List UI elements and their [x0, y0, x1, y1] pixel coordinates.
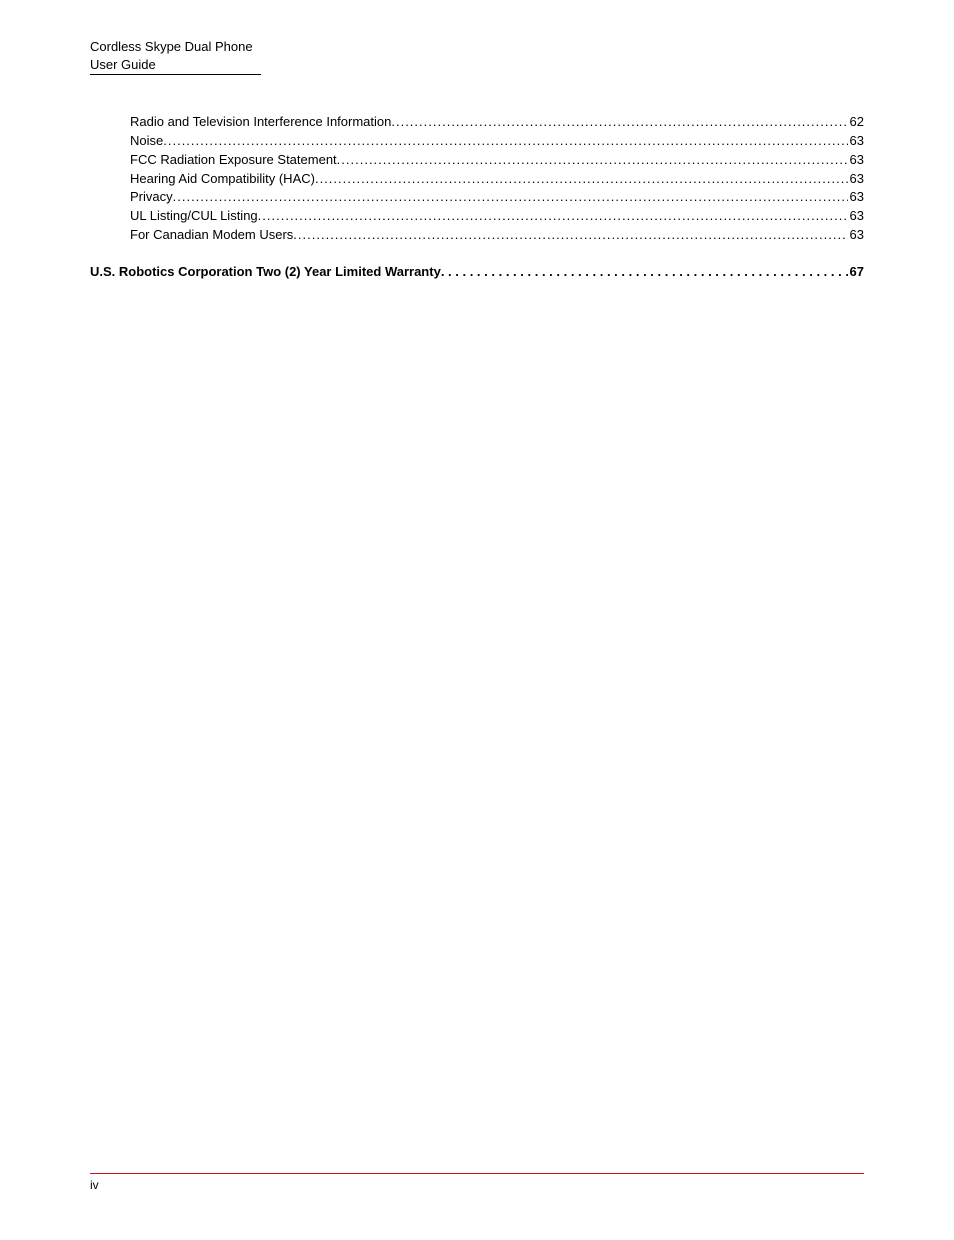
- toc-leader-dots: [391, 113, 847, 132]
- toc-label: U.S. Robotics Corporation Two (2) Year L…: [90, 263, 441, 282]
- toc-leader-dots: [293, 226, 847, 245]
- toc-label: For Canadian Modem Users: [130, 226, 293, 245]
- toc-label: Noise: [130, 132, 163, 151]
- toc-entry[interactable]: For Canadian Modem Users 63: [130, 226, 864, 245]
- toc-leader-dots: [315, 170, 848, 189]
- toc-page-number: 63: [848, 188, 864, 207]
- toc-label: Radio and Television Interference Inform…: [130, 113, 391, 132]
- toc-leader-dots: [337, 151, 848, 170]
- toc-entry[interactable]: Hearing Aid Compatibility (HAC) 63: [130, 170, 864, 189]
- toc-entry[interactable]: Noise 63: [130, 132, 864, 151]
- toc-leader-dots: [441, 263, 848, 282]
- toc-entry[interactable]: Privacy 63: [130, 188, 864, 207]
- header-subtitle: User Guide: [90, 56, 261, 76]
- footer-rule: [90, 1173, 864, 1174]
- toc-leader-dots: [173, 188, 848, 207]
- toc-page-number: 63: [848, 226, 864, 245]
- toc-leader-dots: [258, 207, 848, 226]
- toc-label: Privacy: [130, 188, 173, 207]
- toc-page-number: 63: [848, 207, 864, 226]
- toc-label: Hearing Aid Compatibility (HAC): [130, 170, 315, 189]
- toc-entry[interactable]: Radio and Television Interference Inform…: [130, 113, 864, 132]
- document-page: Cordless Skype Dual Phone User Guide Rad…: [0, 0, 954, 1240]
- page-footer: iv: [90, 1173, 864, 1192]
- toc-label: UL Listing/CUL Listing: [130, 207, 258, 226]
- toc-leader-dots: [163, 132, 847, 151]
- toc-chapter-entry[interactable]: U.S. Robotics Corporation Two (2) Year L…: [90, 263, 864, 282]
- toc-label: FCC Radiation Exposure Statement: [130, 151, 337, 170]
- toc-page-number: 67: [848, 263, 864, 282]
- page-header: Cordless Skype Dual Phone User Guide: [90, 38, 864, 75]
- toc-page-number: 63: [848, 170, 864, 189]
- header-title: Cordless Skype Dual Phone: [90, 38, 864, 56]
- footer-page-number: iv: [90, 1178, 864, 1192]
- toc-page-number: 63: [848, 151, 864, 170]
- table-of-contents: Radio and Television Interference Inform…: [90, 113, 864, 282]
- toc-entry[interactable]: UL Listing/CUL Listing 63: [130, 207, 864, 226]
- toc-entry[interactable]: FCC Radiation Exposure Statement 63: [130, 151, 864, 170]
- toc-page-number: 63: [848, 132, 864, 151]
- toc-page-number: 62: [848, 113, 864, 132]
